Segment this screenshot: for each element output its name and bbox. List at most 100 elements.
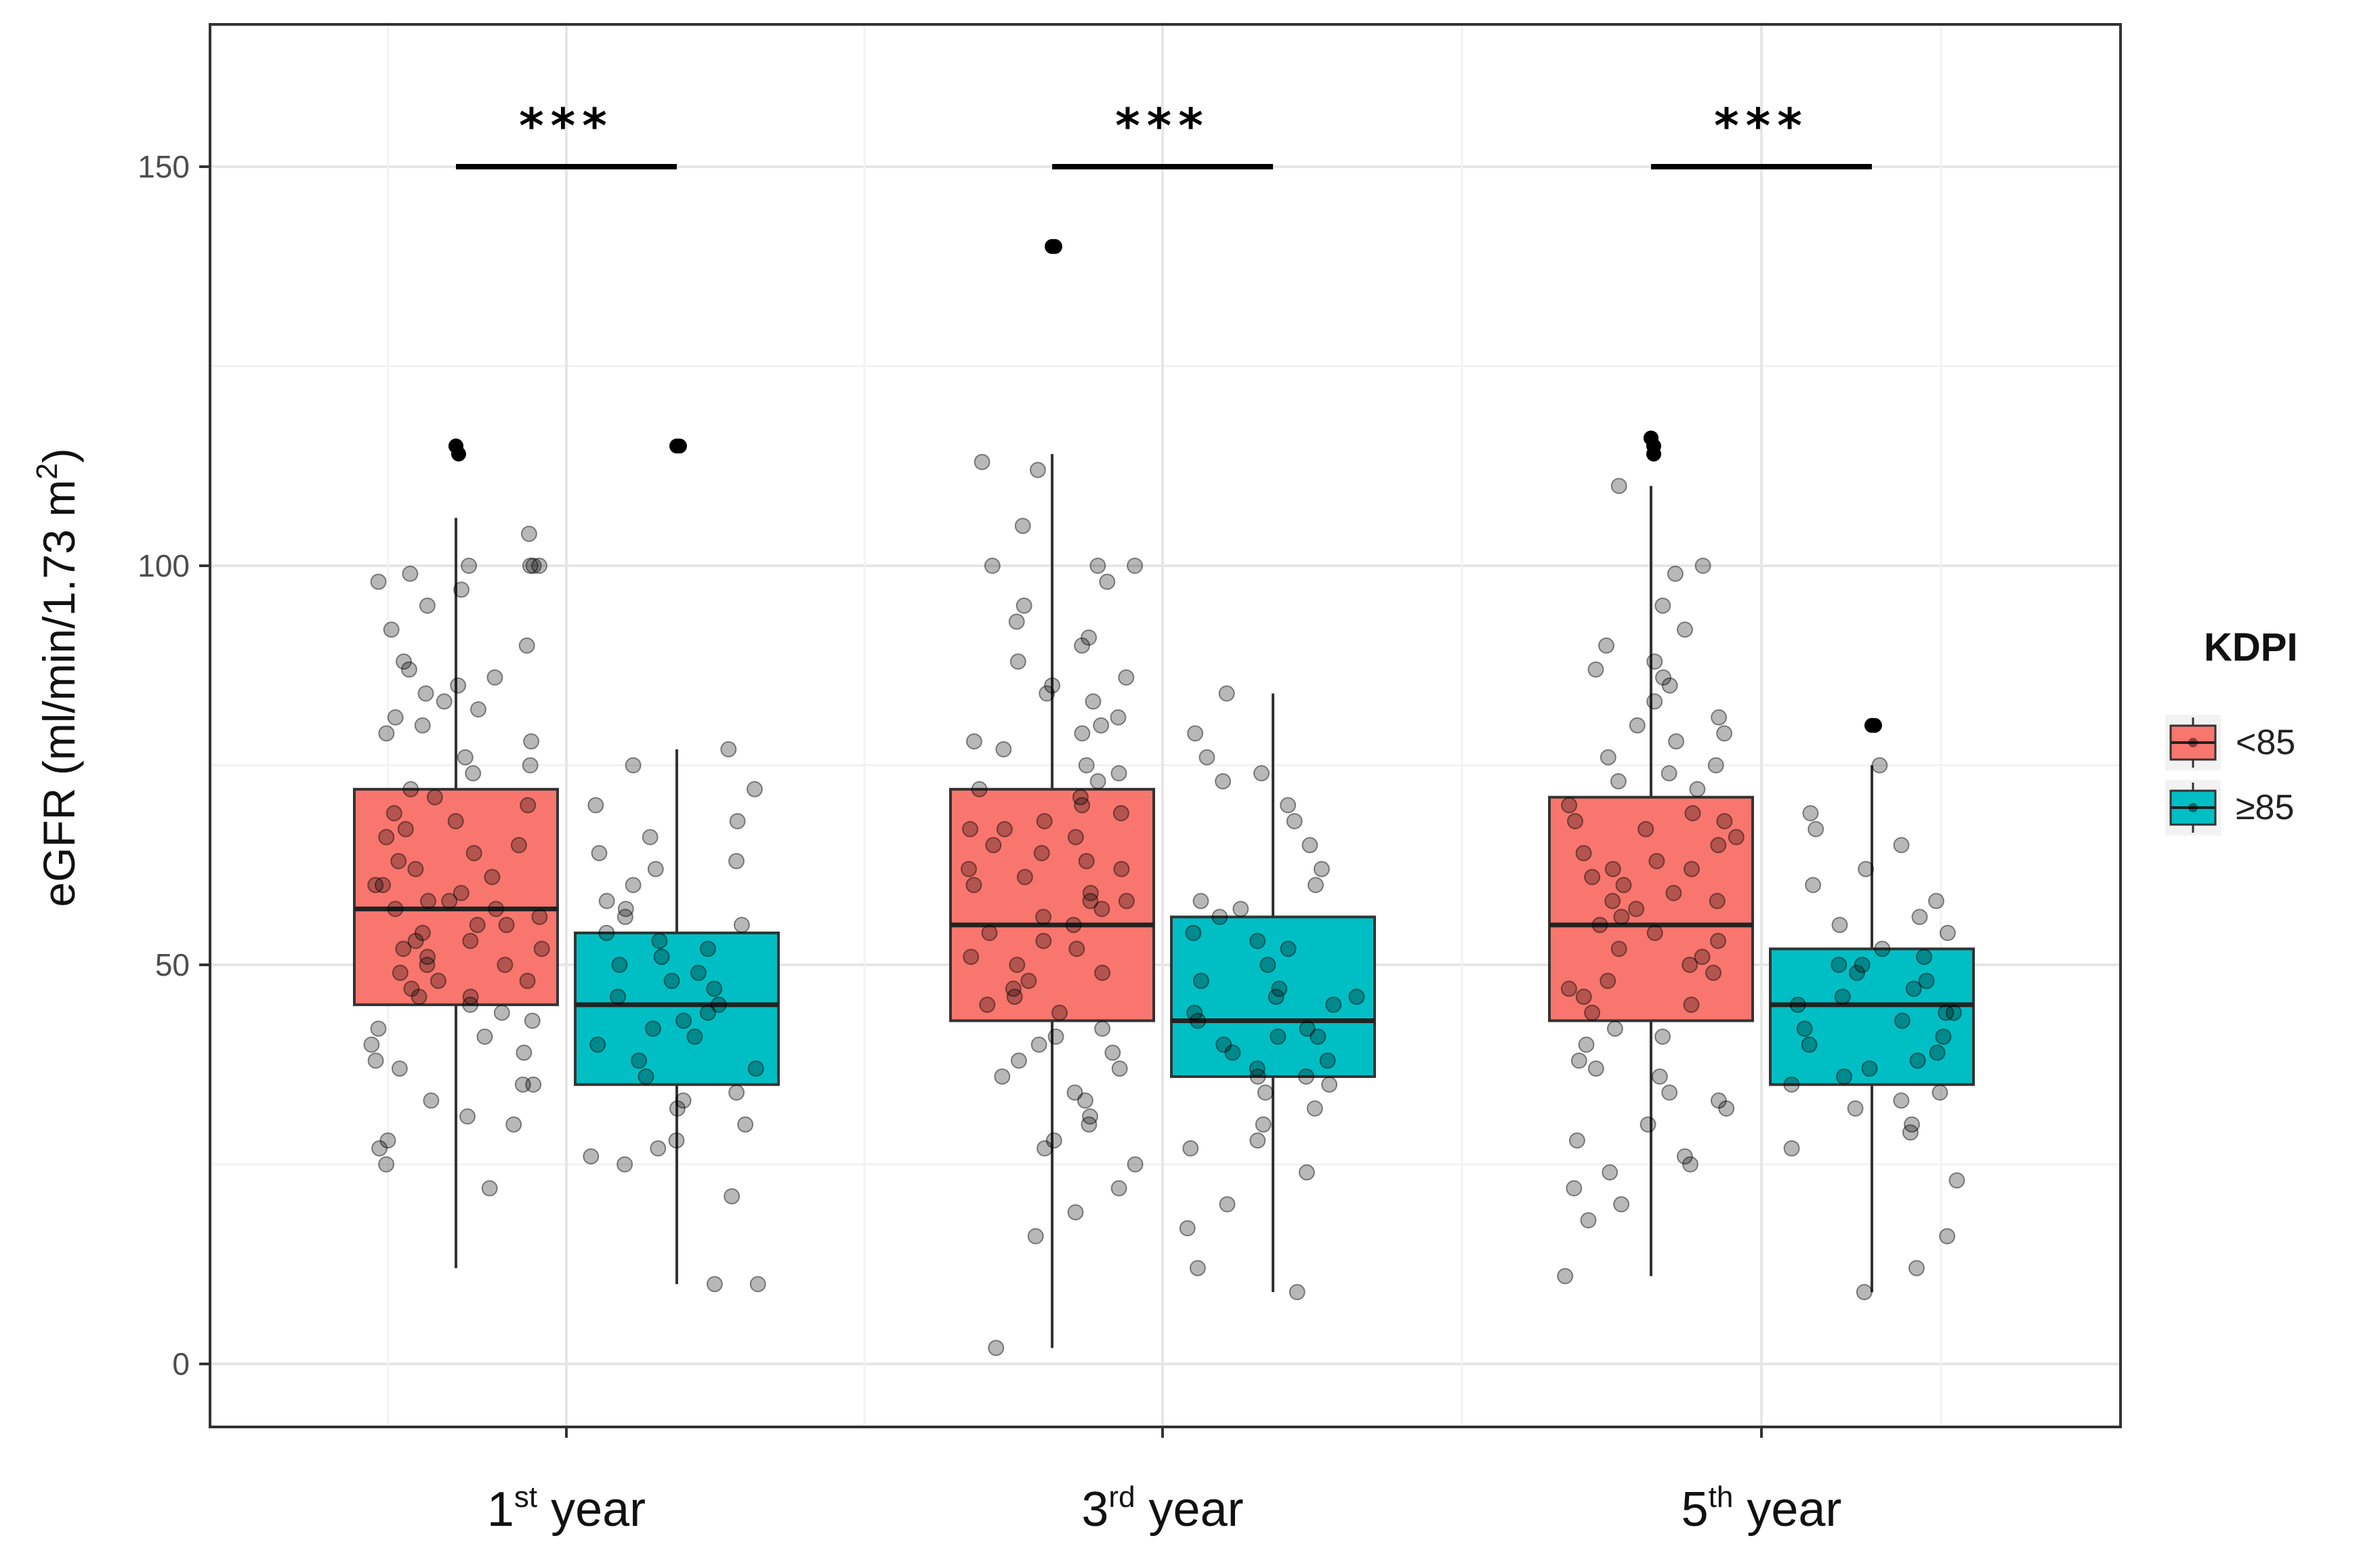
data-point [414, 717, 431, 734]
data-point [1110, 1180, 1127, 1197]
data-point [1834, 989, 1851, 1005]
data-point [1037, 1140, 1053, 1157]
significance-stars: *** [1115, 98, 1210, 154]
data-point [1935, 1029, 1952, 1045]
data-point [965, 733, 982, 750]
data-point [1640, 1116, 1656, 1133]
data-point [1306, 1100, 1323, 1117]
data-point [675, 1092, 692, 1109]
data-point [1319, 1052, 1336, 1069]
data-point [699, 940, 716, 957]
data-point [1182, 1140, 1199, 1157]
data-point [591, 845, 608, 862]
data-point [1707, 757, 1724, 774]
data-point [1709, 892, 1726, 909]
data-point [1029, 461, 1046, 478]
data-point [1310, 1029, 1327, 1045]
box-iqr [1170, 915, 1376, 1078]
data-point [1874, 940, 1891, 957]
data-point [392, 964, 409, 981]
data-point [1654, 597, 1671, 614]
outlier-point [448, 438, 463, 454]
data-point [493, 1004, 510, 1021]
data-point [1654, 1029, 1671, 1045]
data-point [1689, 781, 1706, 797]
outlier-point [672, 438, 687, 454]
data-point [988, 1340, 1005, 1356]
legend-key-point [2188, 738, 2198, 747]
data-point [587, 797, 604, 814]
data-point [370, 573, 387, 590]
y-tick-label: 0 [172, 1346, 190, 1382]
data-point [1668, 733, 1685, 750]
data-point [1110, 765, 1127, 782]
data-point [625, 757, 642, 774]
data-point [1600, 972, 1616, 989]
data-point [728, 1084, 745, 1101]
data-point [1646, 924, 1663, 941]
data-point [1598, 637, 1614, 654]
data-point [462, 996, 479, 1013]
data-point [397, 821, 414, 837]
data-point [1045, 1132, 1062, 1149]
data-point [1902, 1124, 1919, 1141]
data-point [1289, 1284, 1306, 1300]
data-point [1113, 861, 1130, 877]
data-point [1067, 829, 1084, 846]
data-point [979, 996, 996, 1013]
data-point [1035, 909, 1051, 926]
data-point [514, 1076, 531, 1093]
data-point [747, 1060, 764, 1077]
data-point [669, 1100, 686, 1117]
data-point [1082, 1108, 1098, 1125]
data-point [1268, 989, 1285, 1005]
data-point [1587, 661, 1604, 678]
data-point [498, 917, 515, 934]
data-point [1796, 1020, 1813, 1037]
data-point [414, 924, 431, 941]
data-point [1871, 757, 1888, 774]
data-point [1667, 565, 1684, 582]
data-point [419, 957, 436, 973]
data-point [481, 1180, 498, 1197]
outlier-point [1646, 447, 1661, 462]
data-point [378, 1156, 395, 1173]
data-point [1909, 1052, 1926, 1069]
data-point [974, 453, 990, 470]
data-point [737, 1116, 754, 1133]
x-tick-label: 3rd year [1081, 1480, 1243, 1537]
data-point [1948, 1172, 1965, 1189]
data-point [1093, 900, 1110, 917]
data-point [1847, 1100, 1864, 1117]
data-point [525, 558, 542, 574]
data-point [465, 845, 482, 862]
data-point [1711, 709, 1728, 726]
data-point [1010, 1052, 1027, 1069]
data-point [383, 621, 400, 638]
data-point [598, 892, 615, 909]
data-point [1694, 949, 1711, 966]
data-point [488, 900, 505, 917]
data-point [1831, 957, 1847, 973]
data-point [1232, 900, 1249, 917]
data-point [1570, 1052, 1587, 1069]
data-point [728, 852, 745, 869]
data-point [1030, 1036, 1047, 1053]
data-point [1604, 861, 1621, 877]
data-point [962, 821, 978, 837]
data-point [1578, 1036, 1595, 1053]
data-point [1805, 877, 1822, 894]
data-point [1682, 1156, 1698, 1173]
data-point [749, 1276, 766, 1293]
data-point [1904, 1116, 1920, 1133]
data-point [1580, 1212, 1597, 1228]
data-point [1308, 877, 1324, 894]
data-point [1665, 885, 1682, 901]
data-point [1613, 909, 1630, 926]
data-point [1190, 1012, 1207, 1029]
data-point [1606, 1020, 1623, 1037]
data-point [1325, 996, 1342, 1013]
data-point [1047, 1029, 1064, 1045]
data-point [625, 877, 642, 894]
data-point [1655, 669, 1671, 686]
